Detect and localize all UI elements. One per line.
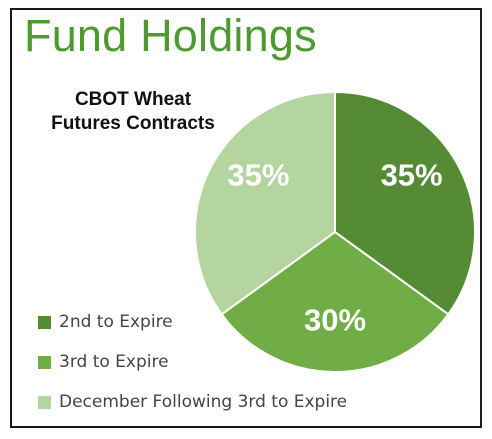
legend-item-3rd-to-expire: 3rd to Expire bbox=[38, 342, 347, 382]
legend-label-2nd-to-expire: 2nd to Expire bbox=[59, 312, 173, 332]
legend-label-december-following: December Following 3rd to Expire bbox=[59, 392, 348, 412]
legend-swatch-december-following bbox=[38, 395, 51, 409]
chart-subtitle-line-2: Futures Contracts bbox=[51, 113, 215, 134]
legend-item-december-following: December Following 3rd to Expire bbox=[38, 382, 347, 422]
legend-swatch-2nd-to-expire bbox=[38, 315, 51, 329]
pie-slice-3rd-to-expire bbox=[220, 230, 450, 373]
pie-label-3rd-to-expire: 30% bbox=[304, 303, 366, 338]
pie-label-december-following: 35% bbox=[227, 158, 289, 193]
legend-swatch-3rd-to-expire bbox=[38, 355, 51, 369]
chart-subtitle: CBOT Wheat Futures Contracts bbox=[28, 88, 238, 136]
pie-slice-2nd-to-expire bbox=[334, 90, 476, 316]
chart-title: Fund Holdings bbox=[24, 10, 317, 61]
pie-label-2nd-to-expire: 35% bbox=[381, 158, 443, 193]
chart-subtitle-line-1: CBOT Wheat bbox=[74, 89, 192, 110]
legend: 2nd to Expire 3rd to Expire December Fol… bbox=[38, 302, 347, 422]
legend-item-2nd-to-expire: 2nd to Expire bbox=[38, 302, 347, 342]
pie-slice-december-following bbox=[194, 90, 336, 316]
legend-label-3rd-to-expire: 3rd to Expire bbox=[59, 352, 169, 372]
